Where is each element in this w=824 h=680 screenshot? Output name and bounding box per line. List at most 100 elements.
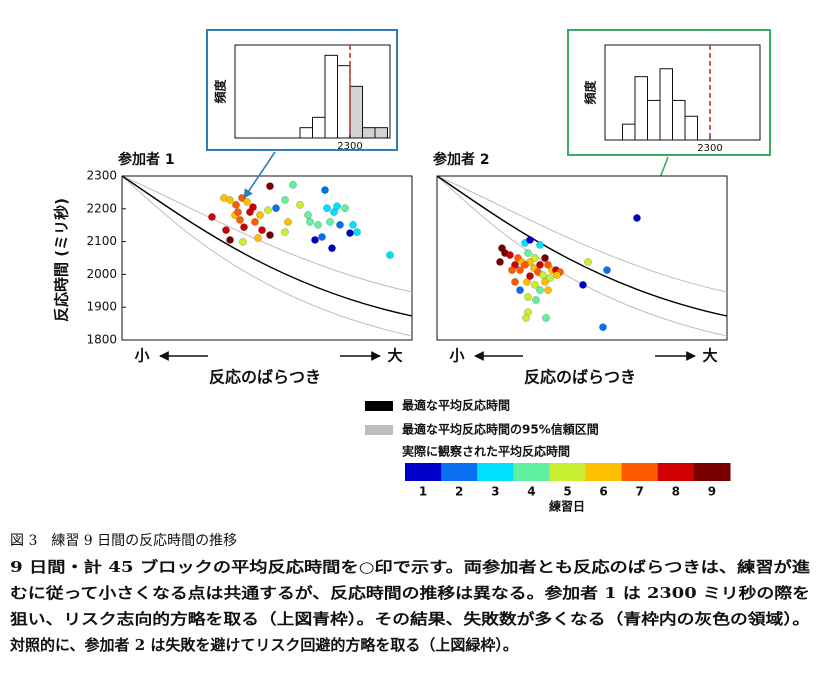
data-point xyxy=(349,221,357,229)
data-point xyxy=(321,186,329,194)
model-curve xyxy=(436,175,728,293)
data-point xyxy=(506,251,514,259)
colorbar-cell xyxy=(657,463,695,481)
histogram-bar xyxy=(659,68,673,141)
data-point xyxy=(633,214,641,222)
data-point xyxy=(284,218,292,226)
inset-axes xyxy=(234,44,391,139)
histogram-bar xyxy=(299,127,313,139)
data-point xyxy=(232,201,240,209)
data-point xyxy=(536,261,544,269)
data-point xyxy=(522,314,530,322)
data-point xyxy=(526,236,534,244)
x-tick-label: 2300 xyxy=(697,143,722,154)
data-point xyxy=(254,234,262,242)
data-point xyxy=(226,196,234,204)
data-point xyxy=(266,182,274,191)
data-point xyxy=(281,196,289,204)
plot-area xyxy=(436,175,728,341)
data-point xyxy=(341,204,349,212)
data-point xyxy=(511,278,519,286)
data-point xyxy=(524,293,532,301)
data-point xyxy=(584,258,592,266)
x-large-label: 大 xyxy=(387,347,402,365)
caption-line: 狙い、リスク志向的方略を取る（上図青枠）。その結果、失敗数が多くなる（青枠内の灰… xyxy=(10,610,810,628)
colorbar-cell xyxy=(513,463,550,481)
data-point xyxy=(508,266,516,274)
histogram-bar xyxy=(684,115,698,141)
inset-y-label: 頻度 xyxy=(583,80,598,105)
y-tick-label: 2000 xyxy=(86,267,117,281)
colorbar-tick-label: 9 xyxy=(708,485,716,499)
colorbar-cell xyxy=(405,463,442,481)
data-point xyxy=(539,271,547,279)
data-point xyxy=(240,223,248,232)
colorbar-cell xyxy=(621,463,659,481)
data-point xyxy=(251,218,259,226)
data-point xyxy=(544,261,552,269)
data-point xyxy=(541,254,549,262)
x-small-label: 小 xyxy=(134,347,149,365)
colorbar-tick-label: 7 xyxy=(636,485,644,499)
model-curve xyxy=(436,175,728,317)
data-point xyxy=(523,278,531,286)
data-point xyxy=(208,213,216,221)
histogram-bar xyxy=(362,127,376,139)
histogram-bar xyxy=(312,116,326,139)
data-point xyxy=(311,236,319,244)
colorbar-cell xyxy=(441,463,478,481)
histogram-bar xyxy=(647,99,661,141)
data-point xyxy=(542,314,550,322)
data-point xyxy=(330,208,338,216)
data-point xyxy=(296,201,304,209)
data-point xyxy=(239,238,247,246)
inset-y-label: 頻度 xyxy=(213,79,228,104)
legend-swatch xyxy=(365,401,393,411)
colorbar-label: 練習日 xyxy=(549,499,585,514)
legend-label: 最適な平均反応時間 xyxy=(402,398,510,413)
colorbar-cell xyxy=(585,463,623,481)
legend-label: 最適な平均反応時間の95%信頼区間 xyxy=(402,422,599,437)
x-small-label: 小 xyxy=(449,347,464,365)
caption-line: むに従って小さくなる点は共通するが、反応時間の推移は異なる。参加者 1 は 23… xyxy=(10,584,810,602)
data-point xyxy=(234,208,242,216)
colorbar-title: 実際に観察された平均反応時間 xyxy=(402,444,570,459)
data-point xyxy=(328,244,336,253)
inset-axes xyxy=(604,44,761,141)
data-point xyxy=(536,241,544,249)
inset-arrow xyxy=(243,151,276,199)
data-point xyxy=(531,254,539,262)
colorbar-tick-label: 3 xyxy=(491,485,499,499)
colorbar-cell xyxy=(549,463,587,481)
data-point xyxy=(353,228,361,236)
data-point xyxy=(496,258,504,266)
data-point xyxy=(333,202,341,211)
data-point xyxy=(531,281,539,289)
data-point xyxy=(256,211,264,219)
data-point xyxy=(264,206,272,214)
colorbar-tick-label: 6 xyxy=(599,485,607,499)
data-point xyxy=(249,203,257,212)
panel-title: 参加者 2 xyxy=(433,151,490,168)
colorbar-tick-label: 1 xyxy=(419,485,427,499)
data-point xyxy=(579,281,587,289)
histogram-bar xyxy=(337,65,351,139)
data-point xyxy=(541,278,549,286)
histogram-bar xyxy=(672,99,686,141)
data-point xyxy=(323,204,331,212)
y-tick-label: 1800 xyxy=(86,333,117,347)
caption-title: 図 3 練習 9 日間の反応時間の推移 xyxy=(10,533,237,549)
data-point xyxy=(544,286,552,294)
x-axis-label: 反応のばらつき xyxy=(209,368,321,387)
caption-line: 9 日間・計 45 ブロックの平均反応時間を○印で示す。両参加者とも反応のばらつ… xyxy=(10,558,811,576)
histogram-bar xyxy=(622,123,636,141)
data-point xyxy=(266,231,274,239)
colorbar-tick-label: 4 xyxy=(527,485,535,499)
data-point xyxy=(236,216,244,224)
data-point xyxy=(521,261,529,269)
y-tick-label: 2100 xyxy=(86,234,117,248)
histogram-bar xyxy=(374,127,388,139)
data-point xyxy=(304,211,312,219)
data-point xyxy=(272,204,280,212)
y-tick-label: 2200 xyxy=(86,201,117,215)
